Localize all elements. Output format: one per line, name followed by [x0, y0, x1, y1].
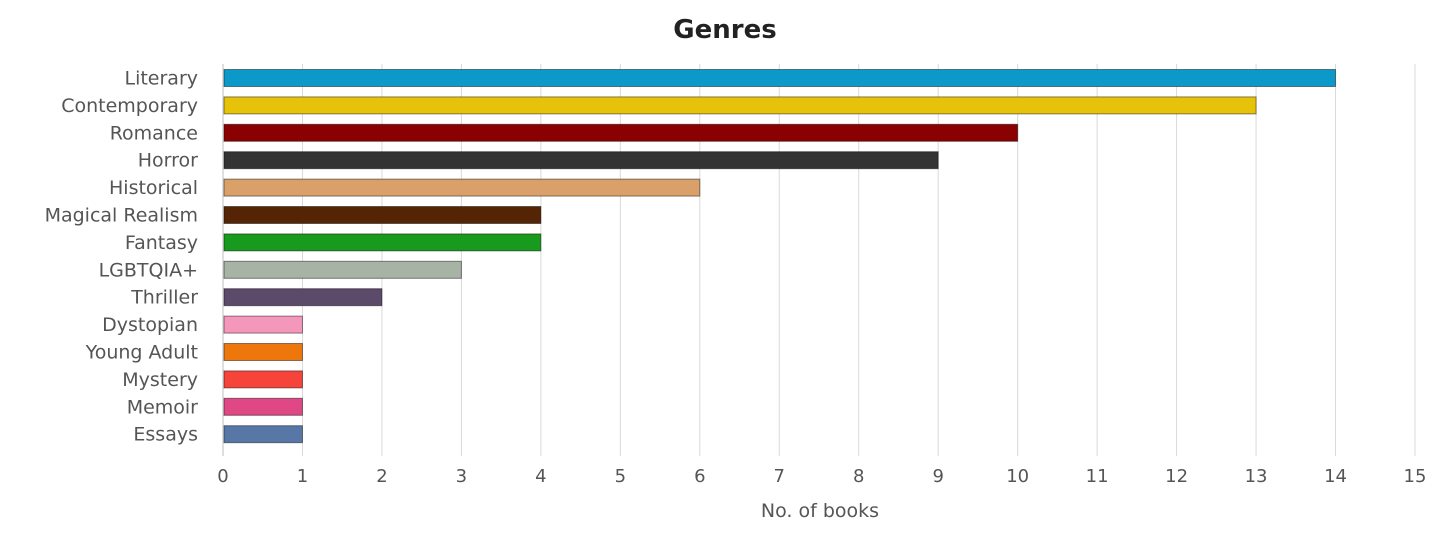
category-label: Mystery — [122, 369, 198, 391]
bar-horror — [223, 151, 939, 170]
bar-mystery — [223, 370, 303, 389]
bar-dystopian — [223, 315, 303, 334]
x-tick-label: 13 — [1245, 466, 1268, 487]
category-label: Horror — [138, 150, 198, 172]
x-tick-label: 9 — [932, 466, 943, 487]
category-label: Essays — [133, 424, 198, 446]
category-label: Fantasy — [125, 232, 198, 254]
category-label: Historical — [109, 177, 198, 199]
grid-layer — [222, 64, 1416, 456]
category-label: LGBTQIA+ — [99, 259, 198, 281]
x-tick-label: 11 — [1086, 466, 1109, 487]
category-label: Literary — [124, 68, 198, 90]
bar-historical — [223, 178, 701, 197]
bars-layer — [223, 69, 1337, 444]
category-label: Thriller — [130, 287, 198, 309]
x-tick-label: 5 — [615, 466, 626, 487]
tick-labels-layer: 0 1 2 3 4 5 6 7 8 9 10 11 12 13 14 15 — [217, 466, 1426, 487]
x-tick-label: 6 — [694, 466, 705, 487]
bar-literary — [223, 69, 1337, 87]
x-axis-label: No. of books — [761, 500, 879, 522]
bar-magical-realism — [223, 206, 542, 224]
category-labels-layer: Literary Contemporary Romance Horror Histori… — [45, 68, 199, 446]
x-tick-label: 14 — [1324, 466, 1347, 487]
chart-title: Genres — [673, 15, 776, 45]
x-tick-label: 10 — [1006, 466, 1029, 487]
bar-thriller — [223, 288, 383, 307]
category-label: Romance — [110, 122, 198, 144]
bar-lgbtqia — [223, 260, 462, 279]
x-tick-label: 7 — [774, 466, 785, 487]
category-label: Magical Realism — [45, 205, 198, 227]
x-tick-label: 3 — [456, 466, 467, 487]
category-label: Dystopian — [102, 314, 198, 336]
x-tick-label: 4 — [535, 466, 546, 487]
bar-young-adult — [223, 343, 303, 361]
x-tick-label: 1 — [297, 466, 308, 487]
bar-essays — [223, 425, 303, 444]
bar-romance — [223, 123, 1019, 142]
category-label: Contemporary — [61, 95, 198, 117]
bar-memoir — [223, 397, 303, 416]
category-label: Young Adult — [85, 342, 198, 364]
bar-contemporary — [223, 96, 1257, 115]
category-label: Memoir — [127, 396, 198, 418]
x-tick-label: 12 — [1165, 466, 1188, 487]
x-tick-label: 8 — [853, 466, 864, 487]
x-tick-label: 15 — [1404, 466, 1427, 487]
x-tick-label: 0 — [217, 466, 228, 487]
x-tick-label: 2 — [376, 466, 387, 487]
bar-fantasy — [223, 233, 542, 252]
